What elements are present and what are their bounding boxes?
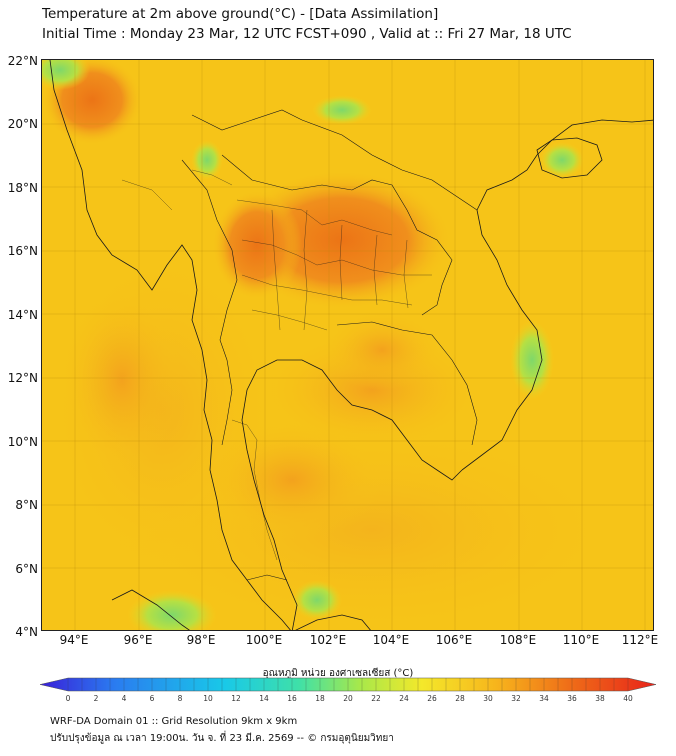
lat-label: 20°N bbox=[7, 117, 38, 131]
colorbar-tick-label: 22 bbox=[371, 694, 381, 703]
temperature-map bbox=[41, 59, 654, 631]
lat-label: 12°N bbox=[7, 371, 38, 385]
lat-label: 18°N bbox=[7, 181, 38, 195]
lat-label: 8°N bbox=[15, 498, 38, 512]
colorbar-tick-label: 2 bbox=[93, 694, 99, 703]
colorbar-tick-label: 12 bbox=[231, 694, 241, 703]
colorbar-tick-label: 8 bbox=[177, 694, 183, 703]
colorbar-tick-label: 36 bbox=[567, 694, 577, 703]
lon-label: 98°E bbox=[186, 633, 216, 647]
province-borders bbox=[121, 169, 432, 561]
colorbar-tick-label: 16 bbox=[287, 694, 297, 703]
lon-label: 108°E bbox=[499, 633, 537, 647]
hot-area bbox=[212, 190, 302, 300]
lon-label: 106°E bbox=[435, 633, 473, 647]
lon-label: 104°E bbox=[372, 633, 410, 647]
colorbar-tick-label: 32 bbox=[511, 694, 521, 703]
cool-area bbox=[292, 580, 342, 620]
cool-area bbox=[42, 60, 90, 90]
colorbar-tick-label: 34 bbox=[539, 694, 549, 703]
colorbar-tick-label: 24 bbox=[399, 694, 409, 703]
colorbar-title: อุณหภูมิ หน่วย องศาเซลเซียส (°C) bbox=[262, 668, 414, 679]
cool-area bbox=[510, 320, 554, 400]
colorbar-tick-label: 10 bbox=[203, 694, 213, 703]
lat-label: 14°N bbox=[7, 308, 38, 322]
lon-label: 102°E bbox=[309, 633, 347, 647]
hot-area bbox=[322, 310, 442, 390]
map-title: Temperature at 2m above ground(°C) - [Da… bbox=[42, 6, 439, 22]
colorbar bbox=[40, 677, 656, 692]
graticule bbox=[42, 60, 653, 630]
lat-label: 6°N bbox=[15, 562, 38, 576]
warm-area bbox=[202, 420, 382, 540]
lat-label: 22°N bbox=[7, 54, 38, 68]
lat-label: 4°N bbox=[15, 625, 38, 639]
colorbar-tick-label: 0 bbox=[65, 694, 71, 703]
lon-label: 96°E bbox=[123, 633, 153, 647]
colorbar-tick-label: 4 bbox=[121, 694, 127, 703]
hot-area bbox=[62, 290, 182, 470]
lon-label: 94°E bbox=[59, 633, 89, 647]
colorbar-tick-label: 18 bbox=[315, 694, 325, 703]
colorbar-tick-label: 28 bbox=[455, 694, 465, 703]
country-borders bbox=[181, 109, 478, 581]
lon-label: 110°E bbox=[562, 633, 600, 647]
colorbar-tick-label: 14 bbox=[259, 694, 269, 703]
colorbar-tick-label: 26 bbox=[427, 694, 437, 703]
footer-resolution: WRF-DA Domain 01 :: Grid Resolution 9km … bbox=[50, 716, 298, 727]
colorbar-tick-label: 40 bbox=[623, 694, 633, 703]
map-subtitle: Initial Time : Monday 23 Mar, 12 UTC FCS… bbox=[42, 26, 572, 42]
cool-area bbox=[191, 140, 223, 180]
colorbar-tick-label: 6 bbox=[149, 694, 155, 703]
colorbar-tick-label: 30 bbox=[483, 694, 493, 703]
lon-label: 100°E bbox=[245, 633, 283, 647]
footer-update: ปรับปรุงข้อมูล ณ เวลา 19:00น. วัน จ. ที่… bbox=[50, 733, 394, 744]
colorbar-tick-label: 38 bbox=[595, 694, 605, 703]
cool-area bbox=[127, 590, 217, 630]
lon-label: 112°E bbox=[621, 633, 659, 647]
coastlines bbox=[49, 60, 653, 630]
cool-area bbox=[540, 142, 584, 178]
lat-label: 10°N bbox=[7, 435, 38, 449]
cool-area bbox=[312, 95, 372, 125]
colorbar-tick-label: 20 bbox=[343, 694, 353, 703]
lat-label: 16°N bbox=[7, 244, 38, 258]
